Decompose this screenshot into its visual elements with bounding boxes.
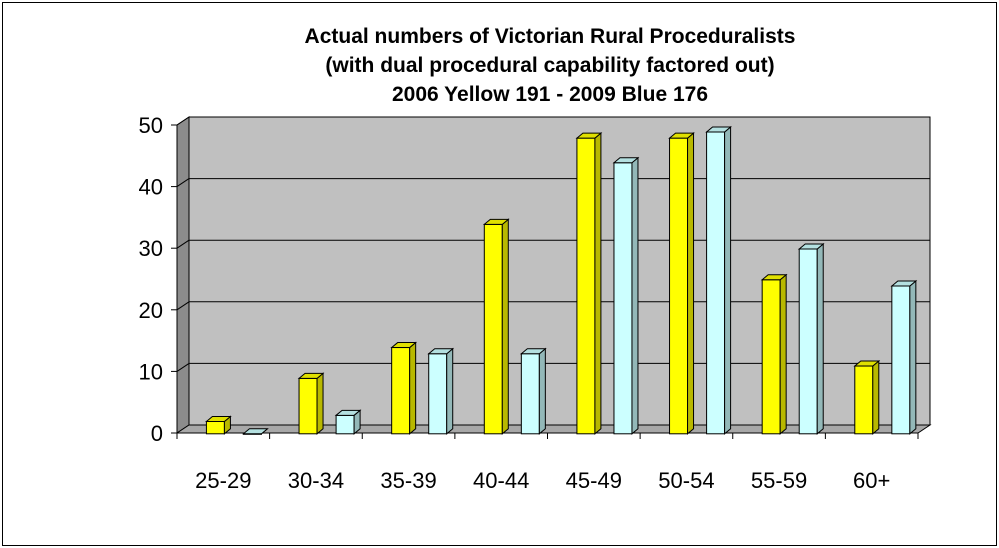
bar-top <box>575 132 603 139</box>
x-tick-label: 30-34 <box>288 468 344 493</box>
chart-title-line-2: (with dual procedural capability factore… <box>325 54 775 77</box>
bar-front <box>483 223 503 435</box>
bar-side <box>446 347 454 435</box>
bar-top <box>390 342 418 349</box>
bar-front <box>891 285 911 435</box>
chart-title-line-1: Actual numbers of Victorian Rural Proced… <box>304 25 796 48</box>
bar-top <box>427 348 455 355</box>
x-tick-label: 25-29 <box>195 468 251 493</box>
bar-front <box>613 162 633 435</box>
bar-side <box>909 279 917 435</box>
bar-side <box>816 242 824 435</box>
bar-side <box>316 372 324 435</box>
chart-title: Actual numbers of Victorian Rural Proced… <box>190 22 910 109</box>
bar-top <box>890 280 918 287</box>
chart-title-line-3: 2006 Yellow 191 - 2009 Blue 176 <box>392 83 708 106</box>
bar-front <box>205 420 225 435</box>
y-tick-label: 40 <box>139 175 163 200</box>
gridline-side <box>176 362 190 372</box>
bar-front <box>854 365 874 435</box>
x-tick-label: 35-39 <box>380 468 436 493</box>
gridline-side <box>176 116 190 126</box>
gridline-side <box>176 301 190 311</box>
bar-top <box>668 132 695 139</box>
y-tick-label: 50 <box>139 113 163 138</box>
bar-front <box>335 414 355 435</box>
bar-side <box>724 125 732 435</box>
bar-side <box>687 132 695 435</box>
y-tick-label: 0 <box>151 421 163 446</box>
bar-side <box>594 132 602 435</box>
bar-top <box>519 348 547 355</box>
bar-front <box>520 353 540 435</box>
bar-top <box>205 415 232 422</box>
bar-front <box>428 353 448 435</box>
x-tick-label: 60+ <box>853 468 890 493</box>
bar-side <box>538 347 546 435</box>
bar-front <box>298 377 318 435</box>
bar-top <box>482 218 510 225</box>
bar-top <box>760 274 788 281</box>
y-tick-label: 10 <box>139 359 163 384</box>
bar-front <box>761 279 781 435</box>
bar-top <box>853 360 881 367</box>
gridline-side <box>176 239 190 249</box>
bar-top <box>334 409 362 416</box>
bar-side <box>872 359 880 435</box>
bar-top <box>242 428 269 435</box>
bar-top <box>705 126 732 133</box>
bar-top <box>297 372 325 379</box>
bar-side <box>631 156 639 435</box>
bar-top <box>612 157 640 164</box>
bar-front <box>798 248 818 435</box>
x-tick-label: 40-44 <box>473 468 529 493</box>
gridline-side <box>176 178 190 188</box>
bar-side <box>409 341 417 435</box>
bar-front <box>706 131 726 435</box>
x-tick-label: 55-59 <box>751 468 807 493</box>
x-tick-label: 50-54 <box>658 468 714 493</box>
bar-side <box>779 273 787 435</box>
side-wall <box>176 116 190 434</box>
x-tick-label: 45-49 <box>566 468 622 493</box>
bar-side <box>501 218 509 435</box>
y-tick-label: 30 <box>139 236 163 261</box>
bar-front <box>576 137 596 435</box>
y-tick-label: 20 <box>139 298 163 323</box>
bar-top <box>797 243 825 250</box>
bar-front <box>391 347 411 435</box>
bar-front <box>669 137 689 435</box>
